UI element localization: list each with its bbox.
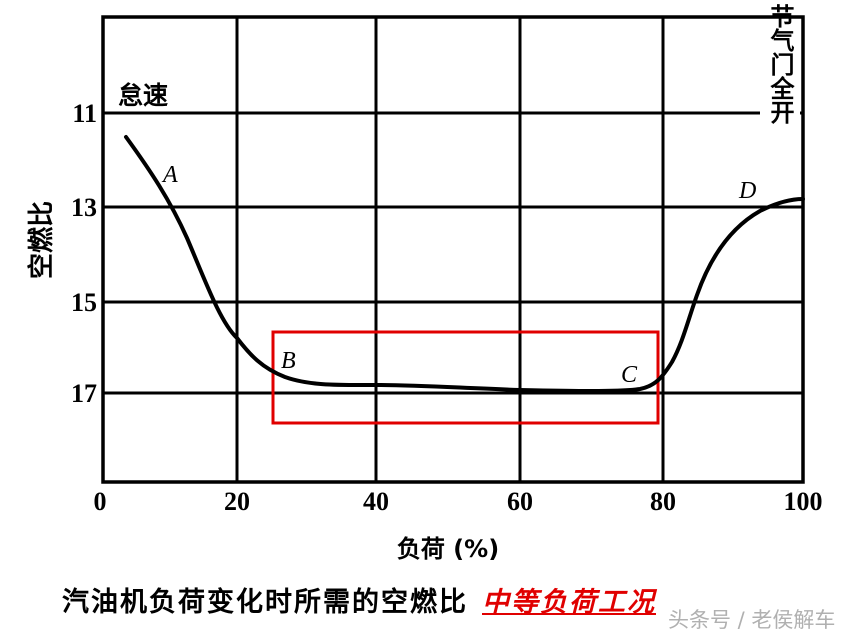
point-b-label: B: [281, 348, 296, 374]
point-a-label: A: [161, 162, 178, 188]
x-tick-100: 100: [784, 487, 823, 516]
throttle-full-open-label: 节气门全开: [766, 4, 795, 125]
y-tick-13: 13: [71, 193, 97, 222]
caption-title: 汽油机负荷变化时所需的空燃比: [62, 587, 468, 618]
point-c-label: C: [621, 362, 638, 388]
point-d-label: D: [738, 178, 756, 204]
x-tick-0: 0: [94, 487, 107, 516]
x-tick-80: 80: [650, 487, 676, 516]
plot-frame: [101, 15, 805, 484]
watermark: 头条号 / 老侯解车: [668, 608, 836, 632]
idle-label: 怠速: [118, 81, 168, 110]
y-tick-17: 17: [71, 379, 97, 408]
y-tick-15: 15: [71, 288, 97, 317]
x-tick-40: 40: [363, 487, 389, 516]
caption-highlight: 中等负荷工况: [482, 587, 656, 618]
figure-caption: 汽油机负荷变化时所需的空燃比 中等负荷工况: [62, 580, 656, 619]
x-tick-20: 20: [224, 487, 250, 516]
air-fuel-ratio-curve: [124, 135, 805, 393]
y-axis-label: 空燃比: [26, 201, 57, 279]
medium-load-highlight-box: [271, 330, 660, 425]
x-tick-60: 60: [507, 487, 533, 516]
y-tick-11: 11: [72, 99, 97, 128]
x-axis-label: 负荷 (%): [397, 535, 499, 563]
grid: [103, 17, 803, 482]
